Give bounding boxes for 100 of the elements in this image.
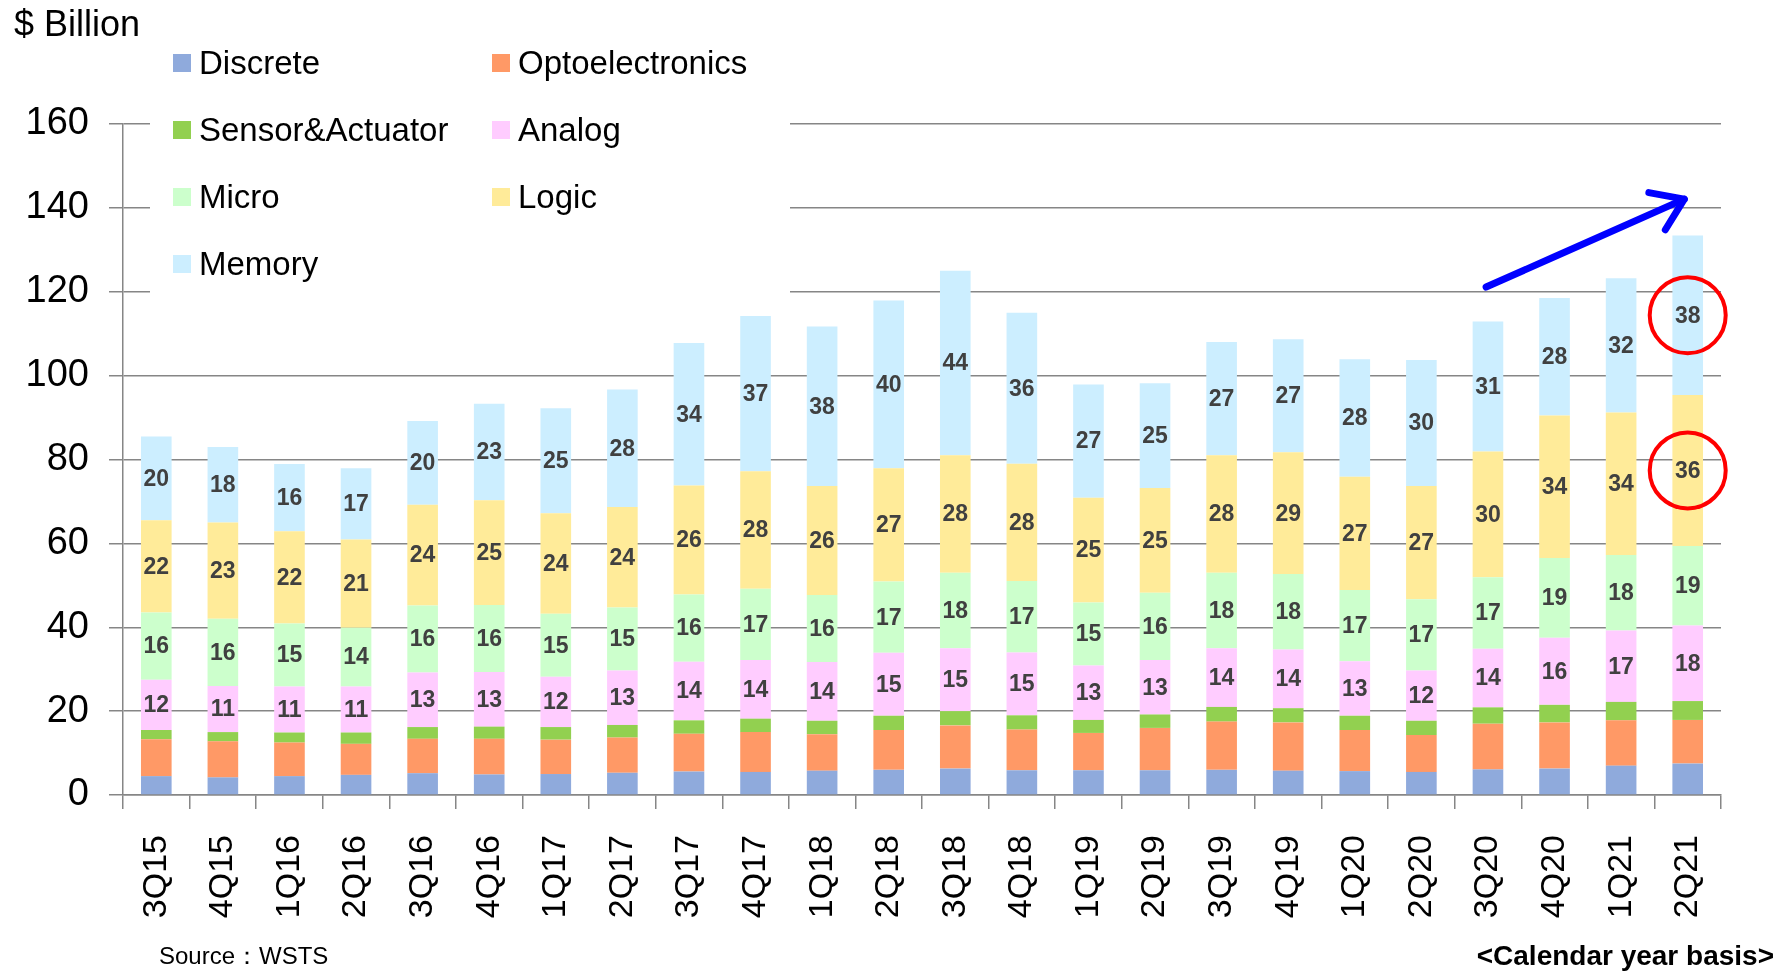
legend-label: Sensor&Actuator: [199, 111, 449, 149]
data-label: 11: [343, 695, 369, 722]
data-label: 30: [1475, 500, 1501, 527]
data-label: 15: [1075, 620, 1102, 647]
data-label: 27: [1408, 528, 1435, 555]
bar: [1073, 770, 1104, 795]
x-tick-label: 3Q15: [134, 835, 173, 919]
bar: [1539, 415, 1570, 559]
x-tick-label: 2Q16: [334, 835, 373, 919]
legend-label: Memory: [199, 245, 319, 283]
bar: [1272, 339, 1304, 453]
bar: [540, 727, 572, 740]
bar: [939, 768, 971, 795]
bar: [939, 711, 971, 726]
bar: [340, 774, 372, 795]
legend-label: Discrete: [199, 44, 321, 82]
data-label: 16: [476, 624, 503, 651]
bar: [740, 771, 771, 795]
bar: [140, 730, 172, 740]
bar: [873, 715, 905, 730]
bar: [1006, 312, 1038, 464]
bar: [806, 720, 838, 735]
data-label: 36: [1009, 374, 1035, 401]
data-label: 26: [676, 526, 702, 553]
x-tick-label: 4Q20: [1532, 835, 1571, 919]
data-label: 14: [343, 643, 370, 670]
x-tick-label: 2Q20: [1399, 835, 1438, 919]
bar: [407, 727, 438, 739]
data-label: 13: [1075, 679, 1102, 706]
bar: [1472, 577, 1504, 649]
x-tick-label: 1Q20: [1333, 835, 1372, 919]
bar: [1206, 455, 1237, 573]
bar: [740, 471, 771, 589]
data-label: 21: [343, 569, 370, 596]
data-label: 14: [676, 677, 702, 704]
x-tick-label: 1Q17: [534, 835, 573, 919]
bar: [473, 500, 505, 606]
bar: [1006, 729, 1038, 771]
bar: [1406, 771, 1437, 795]
bar: [207, 732, 239, 742]
bar: [340, 468, 372, 540]
x-tick-label: 1Q21: [1599, 835, 1638, 919]
y-tick-label: 140: [25, 184, 89, 227]
x-tick-label: 3Q16: [401, 835, 439, 919]
data-label: 14: [809, 677, 836, 704]
bar: [1605, 278, 1637, 413]
bar: [473, 726, 505, 739]
data-label: 18: [1275, 598, 1302, 625]
bar: [1539, 298, 1570, 416]
bar: [607, 724, 638, 738]
bar: [1672, 701, 1704, 720]
data-label: 12: [542, 688, 569, 715]
data-label: 13: [1142, 673, 1168, 700]
bar: [873, 769, 905, 795]
data-label: 18: [942, 596, 969, 623]
bar: [1406, 735, 1437, 772]
data-label: 17: [1475, 599, 1501, 626]
bar: [274, 742, 305, 777]
data-label: 27: [1341, 519, 1368, 546]
data-label: 28: [1541, 343, 1568, 370]
bar: [274, 531, 305, 624]
data-label: 44: [942, 349, 969, 376]
data-label: 13: [409, 686, 436, 713]
data-label: 15: [276, 641, 303, 668]
data-label: 26: [809, 526, 835, 553]
bar: [407, 420, 438, 505]
bar: [673, 733, 705, 772]
bar: [1139, 727, 1171, 771]
bar: [1339, 589, 1371, 662]
bar: [740, 718, 771, 733]
data-label: 14: [1475, 664, 1501, 691]
data-label: 27: [1208, 385, 1235, 412]
legend-label: Logic: [518, 178, 597, 216]
data-label: 19: [1541, 584, 1568, 611]
bar: [140, 776, 172, 795]
data-label: 11: [277, 695, 302, 722]
data-label: 22: [276, 563, 303, 590]
bar: [407, 773, 438, 795]
data-label: 16: [276, 484, 303, 511]
bar: [1539, 704, 1570, 723]
bar: [607, 772, 638, 795]
data-label: 29: [1275, 499, 1302, 526]
data-label: 28: [1208, 500, 1235, 527]
bar: [540, 739, 572, 775]
bar: [1272, 770, 1304, 795]
data-label: 15: [609, 625, 636, 652]
bar: [1006, 770, 1038, 795]
data-label: 38: [809, 392, 836, 419]
data-label: 25: [542, 447, 569, 474]
bar: [1406, 720, 1437, 736]
bar: [607, 389, 638, 507]
data-label: 16: [1142, 612, 1168, 639]
bar: [274, 776, 305, 795]
data-label: 14: [1275, 665, 1302, 692]
data-label: 32: [1608, 331, 1634, 358]
bar: [607, 737, 638, 773]
data-label: 17: [1608, 652, 1634, 679]
bar: [1339, 476, 1371, 590]
bar: [806, 326, 838, 486]
data-label: 15: [875, 670, 902, 697]
